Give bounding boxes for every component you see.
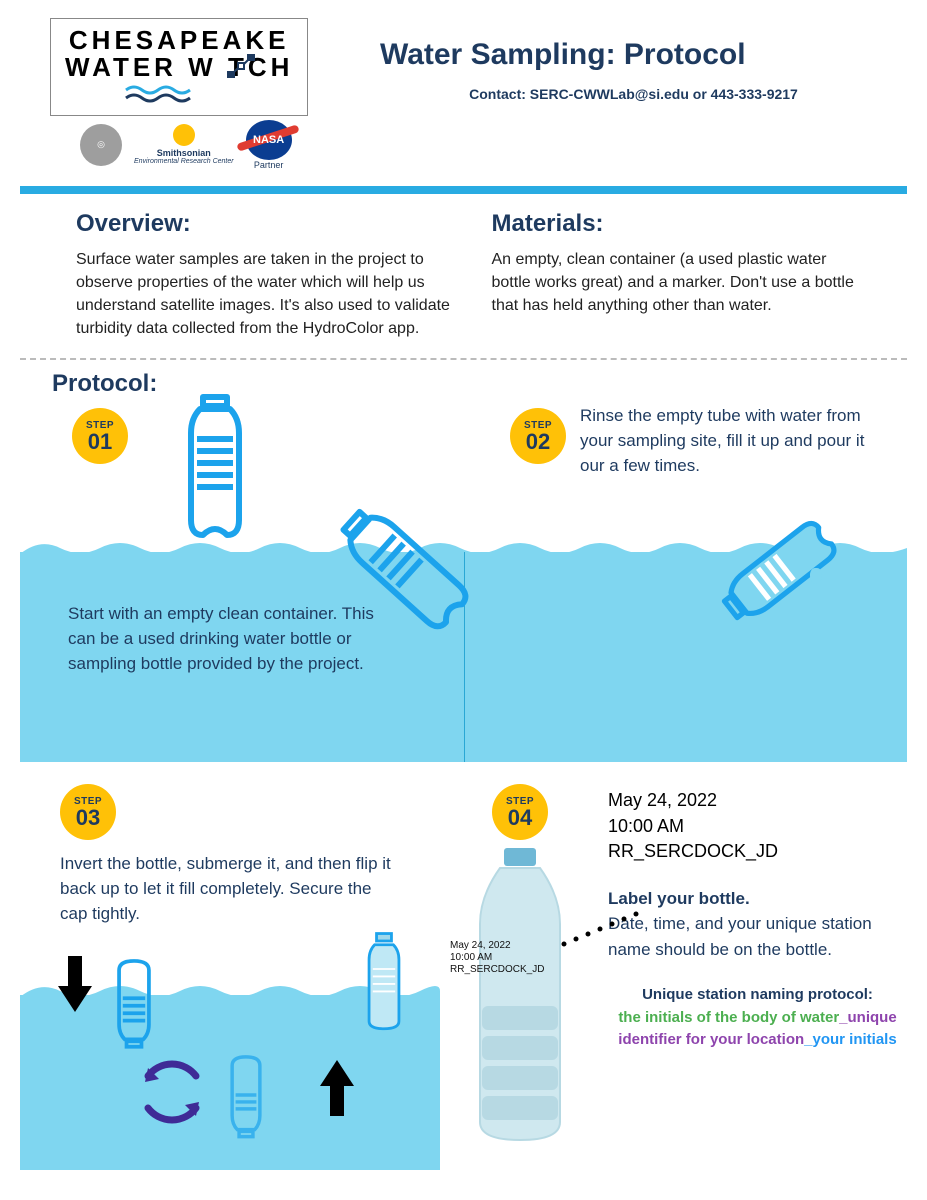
arrow-down-icon [58, 956, 92, 1012]
cycle-icon [130, 1050, 214, 1134]
page: CHESAPEAKE WATER W TCH [0, 0, 927, 1170]
step2-text: Rinse the empty tube with water from you… [580, 404, 880, 478]
step-badge-1: STEP 01 [72, 408, 128, 464]
overview-section: Overview: Surface water samples are take… [76, 210, 452, 341]
step3-text: Invert the bottle, submerge it, and then… [20, 840, 410, 936]
bottle-filled-icon [356, 928, 412, 1038]
satellite-icon [227, 52, 255, 80]
steps-3-4: STEP 03 Invert the bottle, submerge it, … [20, 784, 907, 1170]
step4-right: May 24, 2022 10:00 AM RR_SERCDOCK_JD Lab… [608, 784, 907, 1170]
arrow-up-icon [320, 1060, 354, 1116]
overview-materials-row: Overview: Surface water samples are take… [0, 194, 927, 359]
bottle-inverted-icon [106, 954, 162, 1050]
step3: STEP 03 Invert the bottle, submerge it, … [20, 784, 440, 1170]
materials-title: Materials: [492, 210, 868, 238]
partner-logos: ◎ Smithsonian Environmental Research Cen… [50, 120, 350, 170]
page-title: Water Sampling: Protocol [380, 38, 887, 72]
bottle-submerged-icon [220, 1050, 272, 1140]
smithsonian-logo: Smithsonian Environmental Research Cente… [134, 124, 234, 165]
step-badge-2: STEP 02 [510, 408, 566, 464]
contact-line: Contact: SERC-CWWLab@si.edu or 443-333-9… [380, 86, 887, 102]
step4: STEP 04 May 24, 2022 10:00 AM [450, 784, 907, 1170]
step1-text: Start with an empty clean container. Thi… [68, 602, 398, 676]
step3-scene [20, 940, 440, 1170]
logo-line1: CHESAPEAKE [65, 27, 293, 54]
sunburst-icon [173, 124, 195, 146]
step-badge-4: STEP 04 [492, 784, 548, 840]
label-instructions: Label your bottle. Date, time, and your … [608, 886, 907, 963]
logo-frame: CHESAPEAKE WATER W TCH [50, 18, 308, 116]
label-example: May 24, 2022 10:00 AM RR_SERCDOCK_JD [608, 788, 907, 864]
step-badge-3: STEP 03 [60, 784, 116, 840]
logo-block: CHESAPEAKE WATER W TCH [50, 18, 350, 170]
accent-bar [20, 186, 907, 194]
step4-left: STEP 04 May 24, 2022 10:00 AM [450, 784, 590, 1170]
seal-icon: ◎ [80, 124, 122, 166]
naming-protocol: Unique station naming protocol: the init… [608, 984, 907, 1052]
nasa-logo: NASA Partner [246, 120, 292, 170]
header-row: CHESAPEAKE WATER W TCH [0, 0, 927, 180]
large-bottle-icon [460, 846, 580, 1146]
materials-section: Materials: An empty, clean container (a … [492, 210, 868, 341]
materials-body: An empty, clean container (a used plasti… [492, 248, 868, 318]
steps-1-2: STEP 01 Start with an empty clean contai… [20, 402, 907, 762]
logo-line2: WATER W TCH [65, 54, 293, 81]
header-right: Water Sampling: Protocol Contact: SERC-C… [380, 18, 887, 102]
protocol-title: Protocol: [0, 360, 927, 402]
overview-title: Overview: [76, 210, 452, 238]
overview-body: Surface water samples are taken in the p… [76, 248, 452, 341]
callout-dots-icon [560, 908, 650, 948]
waves-icon [124, 84, 234, 106]
bottle-icon [170, 394, 260, 544]
bottle-label-text: May 24, 2022 10:00 AM RR_SERCDOCK_JD [450, 940, 570, 976]
